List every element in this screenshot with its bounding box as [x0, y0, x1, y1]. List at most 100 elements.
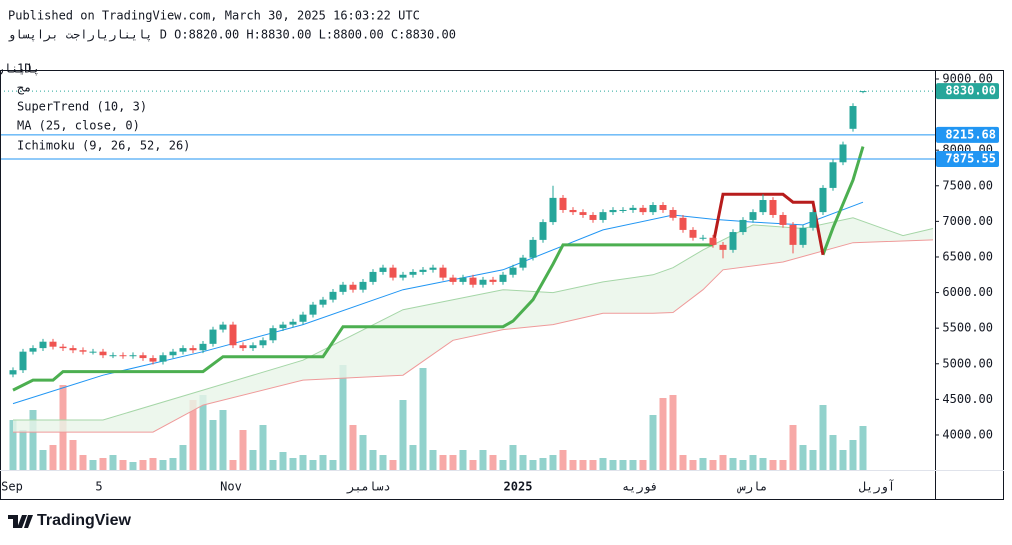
- volume-bar: [179, 445, 187, 470]
- ichimoku-span-a: [13, 217, 934, 421]
- ichimoku-span-b: [13, 239, 934, 433]
- legend-ichimoku: Ichimoku (9, 26, 52, 26): [17, 139, 190, 153]
- volume-bar: [169, 458, 177, 470]
- price-label-box: [936, 151, 999, 168]
- volume-bar: [149, 458, 157, 470]
- volume-bar: [339, 365, 347, 470]
- volume-bar: [709, 460, 717, 470]
- volume-bar: [399, 400, 407, 470]
- candle-body: [329, 291, 337, 300]
- candle-body: [59, 346, 67, 349]
- candle-body: [659, 205, 667, 210]
- candle-body: [39, 341, 47, 349]
- volume-bar: [699, 458, 707, 470]
- candle-body: [259, 340, 267, 346]
- volume-bar: [679, 455, 687, 470]
- candle-body: [539, 222, 547, 240]
- legend-note: مج: [17, 81, 31, 95]
- volume-bar: [139, 460, 147, 470]
- price-label: 7875.55: [945, 152, 996, 166]
- volume-bar: [859, 426, 867, 470]
- candle-body: [199, 343, 207, 351]
- candle-body: [249, 345, 257, 349]
- candle-body: [709, 237, 717, 245]
- candle-body: [719, 244, 727, 250]
- y-tick-label: 6500.00: [942, 249, 993, 263]
- candle-body: [699, 237, 707, 239]
- volume-bar: [119, 460, 127, 470]
- volume-bar: [189, 400, 197, 470]
- candle-body: [119, 355, 127, 357]
- logo-text: TradingView: [37, 512, 132, 529]
- x-tick-label: 2025: [504, 480, 533, 494]
- candle-body: [239, 345, 247, 349]
- volume-bar: [199, 395, 207, 470]
- volume-bar: [99, 458, 107, 470]
- volume-bar: [769, 460, 777, 470]
- price-label: 8830.00: [945, 84, 996, 98]
- volume-bar: [429, 450, 437, 470]
- volume-bar: [539, 458, 547, 470]
- volume-bar: [389, 460, 397, 470]
- x-tick-label: Sep: [1, 480, 23, 494]
- candle-body: [9, 370, 17, 375]
- candle-body: [379, 267, 387, 272]
- volume-bar: [799, 445, 807, 470]
- volume-bar: [369, 450, 377, 470]
- volume-bar: [289, 458, 297, 470]
- volume-bar: [19, 430, 27, 470]
- candle-body: [479, 279, 487, 285]
- volume-bar: [109, 455, 117, 470]
- volume-bar: [319, 455, 327, 470]
- volume-bar: [749, 455, 757, 470]
- volume-bar: [739, 460, 747, 470]
- candle-body: [559, 197, 567, 210]
- frame: [0, 70, 1004, 500]
- candle-body: [159, 355, 167, 362]
- volume-bar: [79, 455, 87, 470]
- candle-body: [169, 351, 177, 356]
- volume-bar: [349, 425, 357, 470]
- y-tick-label: 4000.00: [942, 427, 993, 441]
- volume-bar: [599, 458, 607, 470]
- volume-bar: [649, 415, 657, 470]
- candle-body: [149, 358, 157, 362]
- volume-bar: [439, 455, 447, 470]
- volume-bar: [259, 425, 267, 470]
- candle-body: [769, 200, 777, 215]
- volume-bar: [49, 445, 57, 470]
- legend-symbol: پایناریا راجت براپساو,: [0, 62, 40, 77]
- candle-body: [619, 209, 627, 211]
- volume-bar: [409, 445, 417, 470]
- x-tick-label: دسامبر: [346, 480, 390, 495]
- volume-bar: [459, 450, 467, 470]
- candle-body: [489, 279, 497, 282]
- volume-bar: [829, 435, 837, 470]
- volume-bar: [809, 450, 817, 470]
- y-tick-label: 7500.00: [942, 178, 993, 192]
- volume-bar: [509, 445, 517, 470]
- candle-body: [309, 304, 317, 315]
- candle-body: [729, 232, 737, 250]
- candle-body: [339, 284, 347, 292]
- candle-body: [209, 329, 217, 344]
- volume-bar: [329, 460, 337, 470]
- price-label: 8215.68: [945, 127, 996, 141]
- volume-bar: [669, 395, 677, 470]
- volume-bar: [269, 460, 277, 470]
- candle-body: [399, 274, 407, 278]
- volume-bar: [89, 460, 97, 470]
- volume-bar: [249, 450, 257, 470]
- volume-bar: [159, 460, 167, 470]
- volume-bar: [379, 455, 387, 470]
- y-tick-label: 4500.00: [942, 392, 993, 406]
- candle-body: [809, 212, 817, 228]
- plot-area: [1, 90, 935, 470]
- x-tick-label: آوریل: [859, 479, 895, 495]
- candle-body: [469, 277, 477, 285]
- volume-bar: [9, 420, 17, 470]
- volume-bar: [359, 435, 367, 470]
- volume-bar: [239, 430, 247, 470]
- candle-body: [409, 271, 417, 275]
- volume-bar: [759, 458, 767, 470]
